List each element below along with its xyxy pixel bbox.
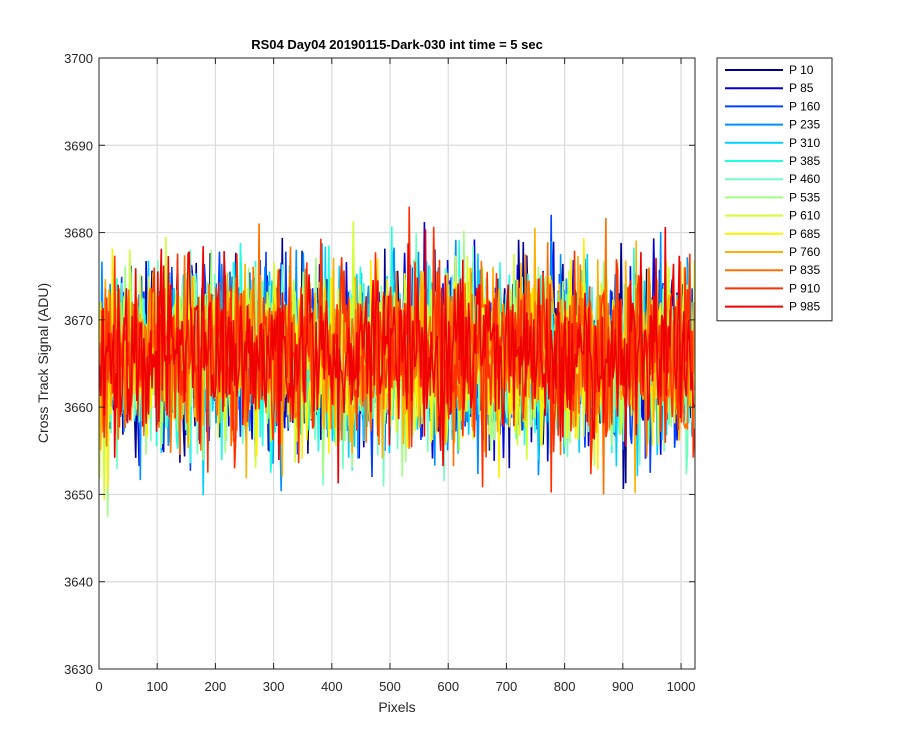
x-tick-label: 500 [379, 679, 401, 694]
series-group [98, 206, 696, 517]
y-tick-label: 3650 [64, 487, 93, 502]
y-tick-label: 3690 [64, 138, 93, 153]
legend-label: P 835 [789, 263, 820, 277]
legend-label: P 685 [789, 227, 820, 241]
legend-label: P 85 [789, 81, 814, 95]
tick-labels: 0 100 200 300 400 500 600 700 800 900 1000 3630 3640… [64, 51, 695, 694]
legend-label: P 610 [789, 209, 820, 223]
y-tick-label: 3640 [64, 575, 93, 590]
legend: P 10 P 85 P 160 P 235 P 310 P 385 P 460 P 535 P … [716, 57, 833, 322]
x-tick-label: 0 [95, 679, 102, 694]
y-tick-label: 3680 [64, 226, 93, 241]
legend-label: P 235 [789, 118, 820, 132]
legend-label: P 985 [789, 300, 820, 314]
legend-label: P 760 [789, 245, 820, 259]
chart-title: RS04 Day04 20190115-Dark-030 int time = … [251, 37, 543, 52]
y-tick-label: 3700 [64, 51, 93, 66]
legend-label: P 910 [789, 281, 820, 295]
y-tick-label: 3630 [64, 662, 93, 677]
x-tick-label: 400 [321, 679, 343, 694]
legend-label: P 460 [789, 172, 820, 186]
axis-ticks [98, 57, 695, 670]
y-tick-label: 3660 [64, 400, 93, 415]
legend-label: P 385 [789, 154, 820, 168]
legend-box [716, 57, 833, 322]
axes-box [98, 57, 696, 670]
y-tick-label: 3670 [64, 313, 93, 328]
x-tick-label: 800 [554, 679, 576, 694]
x-tick-label: 1000 [667, 679, 696, 694]
x-tick-label: 300 [263, 679, 285, 694]
x-tick-label: 100 [146, 679, 168, 694]
legend-label: P 10 [789, 63, 814, 77]
legend-label: P 160 [789, 99, 820, 113]
y-axis-label: Cross Track Signal (ADU) [35, 283, 51, 443]
x-tick-label: 600 [437, 679, 459, 694]
legend-label: P 310 [789, 136, 820, 150]
series-line-p985 [98, 226, 696, 484]
x-tick-label: 700 [496, 679, 518, 694]
x-tick-label: 200 [205, 679, 227, 694]
x-tick-label: 900 [612, 679, 634, 694]
x-axis-label: Pixels [378, 699, 415, 715]
legend-label: P 535 [789, 190, 820, 204]
